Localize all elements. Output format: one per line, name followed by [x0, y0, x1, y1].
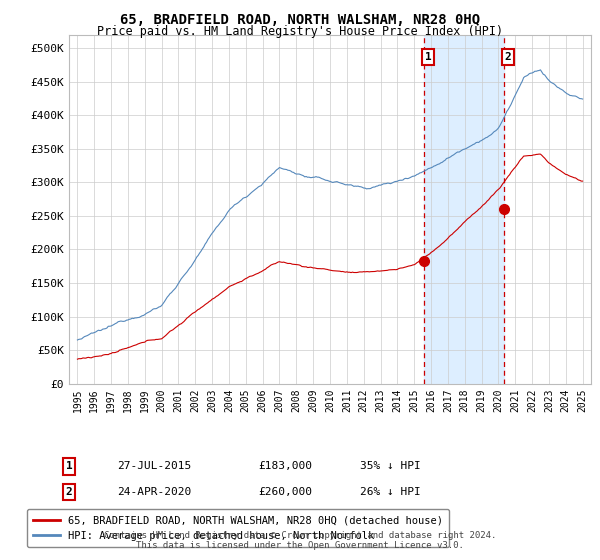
Text: 35% ↓ HPI: 35% ↓ HPI — [360, 461, 421, 472]
Text: 26% ↓ HPI: 26% ↓ HPI — [360, 487, 421, 497]
Text: 2: 2 — [65, 487, 73, 497]
Text: 1: 1 — [425, 52, 431, 62]
Text: 1: 1 — [65, 461, 73, 472]
Legend: 65, BRADFIELD ROAD, NORTH WALSHAM, NR28 0HQ (detached house), HPI: Average price: 65, BRADFIELD ROAD, NORTH WALSHAM, NR28 … — [27, 509, 449, 547]
Text: £260,000: £260,000 — [258, 487, 312, 497]
Text: £183,000: £183,000 — [258, 461, 312, 472]
Text: Price paid vs. HM Land Registry's House Price Index (HPI): Price paid vs. HM Land Registry's House … — [97, 25, 503, 38]
Text: 24-APR-2020: 24-APR-2020 — [117, 487, 191, 497]
Bar — [424, 35, 503, 384]
Text: 27-JUL-2015: 27-JUL-2015 — [117, 461, 191, 472]
Text: Contains HM Land Registry data © Crown copyright and database right 2024.
This d: Contains HM Land Registry data © Crown c… — [104, 530, 496, 550]
Text: 65, BRADFIELD ROAD, NORTH WALSHAM, NR28 0HQ: 65, BRADFIELD ROAD, NORTH WALSHAM, NR28 … — [120, 13, 480, 27]
Text: 2: 2 — [505, 52, 511, 62]
